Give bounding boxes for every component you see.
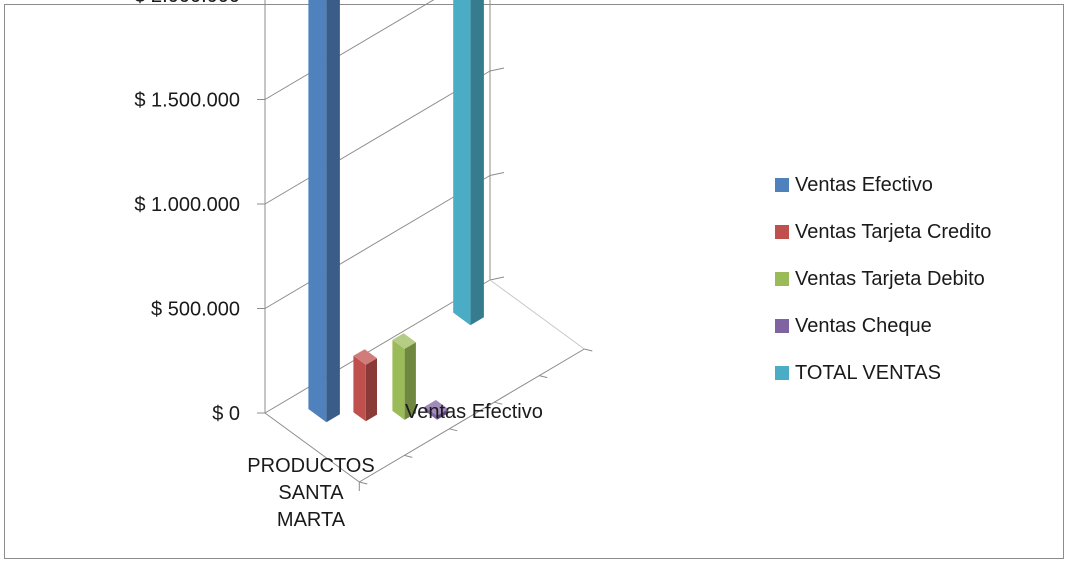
bar-front-face — [424, 406, 437, 420]
legend-label: Ventas Efectivo — [795, 174, 933, 196]
chart-walls — [264, 0, 585, 414]
bar-top-face — [353, 349, 377, 365]
y-tick-label: $ 0 — [212, 403, 240, 425]
bar-side-face — [437, 409, 449, 420]
depth-axis-label: Ventas Efectivo — [405, 401, 543, 423]
depth-axis-tick — [584, 348, 593, 352]
bar-front-face — [308, 0, 327, 423]
bar-side-face — [365, 358, 377, 422]
y-tick-label: $ 500.000 — [151, 299, 240, 321]
gridline-back-wall — [489, 172, 505, 176]
legend-swatch — [775, 178, 789, 192]
legend-item: Ventas Efectivo — [775, 174, 933, 196]
bar-front-face — [353, 355, 366, 422]
gridline-left-wall — [264, 279, 491, 414]
floor-back-edge — [489, 279, 585, 350]
category-label: SANTA — [278, 482, 344, 504]
bar-top-face — [392, 333, 416, 349]
legend-swatch — [775, 225, 789, 239]
legend-swatch — [775, 272, 789, 286]
category-label: MARTA — [277, 509, 346, 531]
depth-axis-tick — [449, 428, 458, 432]
legend-label: Ventas Tarjeta Debito — [795, 268, 985, 290]
legend-swatch — [775, 319, 789, 333]
bar-front-face — [453, 0, 471, 326]
gridline-back-wall — [489, 67, 505, 72]
depth-axis-line — [359, 348, 585, 483]
legend-label: Ventas Tarjeta Credito — [795, 221, 991, 243]
bar-side-face — [404, 342, 416, 420]
bar-ventas-cheque — [424, 400, 449, 420]
bar-ventas-tarjeta-credito — [353, 349, 377, 422]
bar-ventas-tarjeta-debito — [392, 333, 416, 420]
legend-item: Ventas Tarjeta Debito — [775, 268, 985, 290]
gridline-left-wall — [264, 70, 491, 205]
depth-axis-tick — [494, 401, 503, 405]
chart-bars — [308, 0, 484, 423]
legend-item: Ventas Cheque — [775, 315, 932, 337]
y-tick-label: $ 1.000.000 — [134, 194, 240, 216]
bar-top-face — [424, 400, 449, 416]
gridline-left-wall — [264, 175, 491, 309]
depth-axis-tick — [539, 375, 548, 379]
bar-front-face — [392, 339, 405, 420]
gridline-back-wall — [489, 276, 505, 281]
bar-total-ventas — [453, 0, 484, 326]
legend-label: TOTAL VENTAS — [795, 362, 941, 384]
y-tick-label: $ 1.500.000 — [134, 90, 240, 112]
bar-side-face — [326, 0, 340, 423]
legend-item: Ventas Tarjeta Credito — [775, 221, 991, 243]
bar-side-face — [470, 0, 484, 326]
chart-legend: Ventas Efectivo Ventas Tarjeta Credito Ven… — [775, 174, 991, 384]
y-tick-label: $ 2.000.000 — [134, 0, 240, 7]
gridline-left-wall — [264, 0, 435, 100]
legend-label: Ventas Cheque — [795, 315, 932, 337]
chart-frame — [4, 4, 1064, 559]
depth-axis-tick — [359, 481, 368, 485]
bar-ventas-efectivo — [308, 0, 340, 423]
x-axis-line — [264, 412, 360, 483]
depth-axis-tick — [404, 454, 413, 458]
category-label: PRODUCTOS — [247, 455, 374, 477]
legend-item: TOTAL VENTAS — [775, 362, 941, 384]
chart-axes: $ 0 $ 500.000 $ 1.000.000 $ 1.500.000 $ 2.00… — [134, 0, 593, 531]
legend-swatch — [775, 366, 789, 380]
